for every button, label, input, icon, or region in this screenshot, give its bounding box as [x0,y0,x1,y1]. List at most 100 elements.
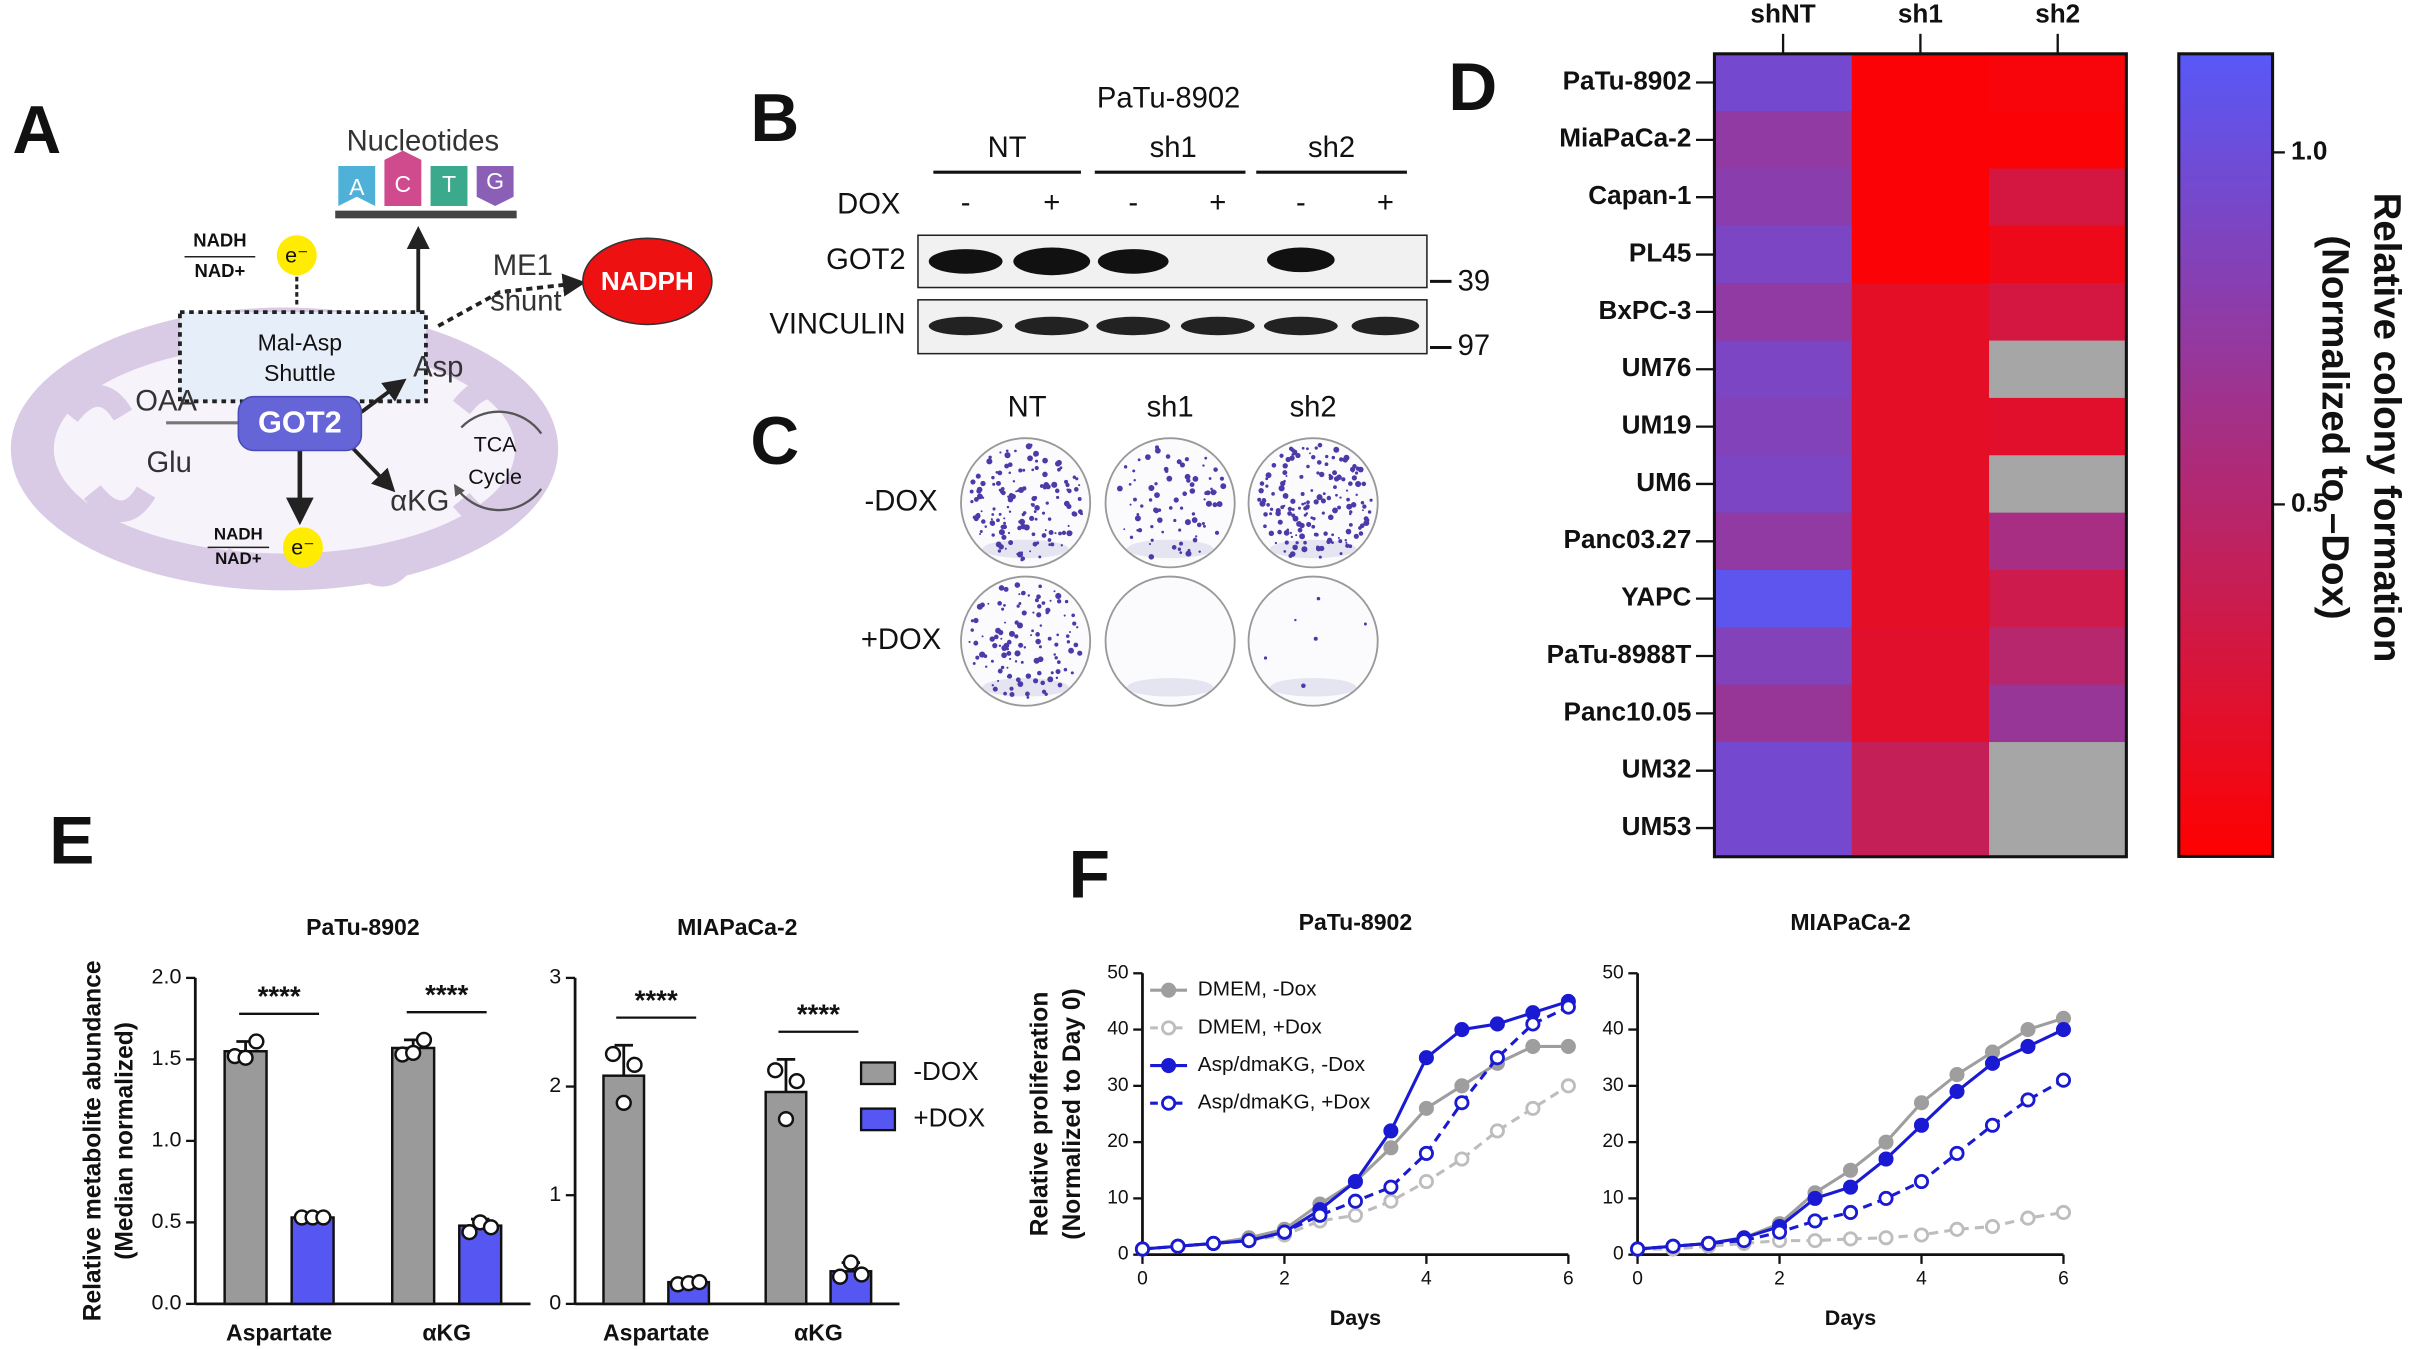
y-tick-label: 0.5 [152,1209,182,1233]
heat-cell [1851,111,1990,170]
data-point [1454,1151,1470,1167]
colony-dot [1288,553,1293,558]
colony-dot [1287,511,1292,516]
colony-dot [1035,541,1040,545]
colony-dot [1301,502,1305,506]
colony-dot [1327,514,1334,521]
colony-dot [1012,480,1016,483]
data-point [1489,1016,1505,1032]
colony-dot [1033,452,1038,457]
y-tick-label: 2 [549,1073,561,1097]
y-tick-label: 10 [1107,1187,1128,1208]
heat-cell [1714,512,1853,571]
heatmap-frame [1712,52,2128,859]
colony-dot [1025,673,1032,679]
colony-dot [1044,529,1047,532]
colony-dot [1064,479,1069,484]
colony-dot [972,515,977,520]
colony-dot [1016,622,1024,629]
data-point [1418,1100,1434,1116]
heat-cell [1989,397,2128,457]
label: NAD+ [215,549,262,568]
colony-dot [981,519,986,524]
y-tick-label: 1.5 [152,1046,182,1070]
colony-dot [1023,646,1027,649]
base-tag [384,150,422,207]
row-label: +DOX [861,624,941,656]
colony-dot [1045,607,1051,613]
panel-label: A [12,93,61,168]
colony-dot [1285,475,1288,477]
data-point [1913,1227,1930,1243]
colony-dot [1176,459,1182,465]
colony-dot [1282,504,1286,508]
heat-cell [1714,168,1853,227]
data-point [1454,1078,1470,1094]
colony-dot [1015,490,1018,493]
colony-dot [1037,656,1044,663]
colony-dot [1050,671,1054,675]
colony-dot [1295,541,1299,545]
data-point [1347,1173,1363,1190]
y-tick-label: 30 [1107,1075,1128,1096]
legend-label: Asp/dmaKG, -Dox [1198,1053,1366,1076]
colony-dot [1289,531,1293,535]
colony-dot [1275,510,1281,517]
y-tick-label: 20 [1107,1131,1128,1152]
colony-dot [1069,531,1073,535]
colony-dot [1016,489,1020,493]
colony-dot [1212,502,1218,508]
heat-cell [1989,225,2128,284]
label: Shuttle [264,360,336,386]
label: Asp [413,352,463,384]
label: TCA [474,433,518,457]
colony-dot [1310,489,1314,492]
colony-dot [1041,601,1046,605]
band [1351,316,1420,336]
data-point [615,1094,632,1112]
colony-dot [1349,466,1356,473]
column-label: NT [1008,392,1047,424]
y-tick-label: 30 [1602,1075,1623,1096]
colony-dot [992,686,998,692]
colony-dot [1045,501,1049,505]
colony-dot [1333,485,1337,490]
row-label: VINCULIN [769,309,905,341]
data-point [1560,1078,1576,1094]
colony-dot [1296,521,1302,527]
colony-dot [1265,472,1272,479]
label: Cycle [468,465,522,489]
heat-cell [1989,455,2128,514]
colony-dot [1001,607,1005,611]
legend-label: DMEM, +Dox [1198,1015,1323,1038]
row-label: PL45 [1629,237,1691,267]
x-tick-label: 2 [1774,1268,1785,1289]
shuttle [178,310,428,404]
colony-dot [1290,535,1294,539]
colony-dot [998,629,1004,636]
colony-dot [1054,488,1060,494]
row-label: UM19 [1622,410,1692,440]
colony-dot [1362,504,1367,509]
column-label: sh2 [1290,392,1337,424]
colony-dot [1072,621,1077,626]
colony-dot [1297,527,1303,533]
colony-dot [1283,530,1290,536]
colony-dot [1008,540,1014,546]
y-axis-label: (Normalized to Day 0) [1059,988,1086,1239]
label: e⁻ [285,243,308,267]
colony-dot [1259,481,1265,486]
colony-dot [1313,532,1318,537]
data-point [1205,1235,1221,1251]
colony-dot [1023,524,1030,531]
y-tick-label: 40 [1107,1019,1128,1040]
colony-dot [992,642,998,649]
colony-dot [1066,640,1071,644]
colony-dot [1367,510,1372,514]
colony-dot [1300,491,1305,496]
data-point [1276,1224,1292,1240]
column-label: shNT [1750,0,1815,28]
base-tag [430,166,468,207]
colony-dot [1047,538,1052,542]
data-point [1454,1095,1470,1111]
